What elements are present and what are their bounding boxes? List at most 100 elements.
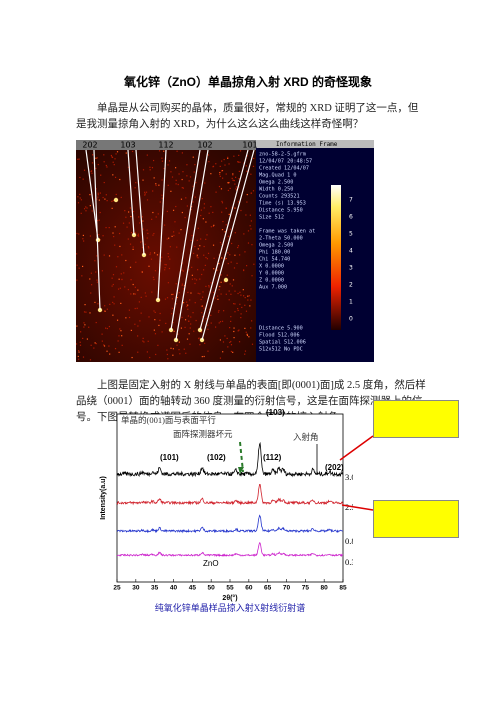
noise	[78, 350, 80, 352]
noise	[112, 232, 114, 234]
noise	[192, 185, 194, 187]
noise	[205, 285, 207, 288]
noise	[237, 161, 239, 163]
noise	[146, 351, 148, 353]
noise	[243, 233, 245, 235]
noise	[126, 226, 128, 228]
noise	[106, 350, 108, 352]
noise	[137, 335, 139, 337]
note-box	[373, 400, 459, 438]
noise	[206, 258, 208, 260]
noise	[84, 324, 86, 326]
noise	[230, 350, 233, 353]
noise	[117, 340, 119, 342]
detector-figure: Information Frame 202 103 112 102 101zno-58-…	[76, 140, 374, 362]
noise	[170, 171, 172, 173]
noise	[218, 262, 220, 265]
noise	[231, 285, 233, 287]
noise	[186, 301, 188, 303]
noise	[83, 169, 86, 171]
noise	[199, 245, 201, 247]
noise	[120, 330, 122, 332]
noise	[200, 214, 202, 217]
noise	[109, 353, 111, 355]
noise	[95, 321, 97, 324]
noise	[244, 327, 246, 329]
peak-label: (101)	[160, 453, 179, 462]
noise	[166, 297, 169, 299]
noise	[134, 293, 137, 295]
noise	[184, 216, 186, 219]
noise	[176, 150, 178, 152]
noise	[188, 320, 190, 322]
noise	[112, 200, 115, 202]
noise	[194, 278, 196, 280]
noise	[144, 193, 146, 195]
spot	[113, 197, 119, 203]
noise	[189, 327, 191, 329]
noise	[207, 328, 209, 330]
noise	[229, 326, 231, 329]
noise	[154, 333, 157, 335]
noise	[155, 353, 157, 356]
noise	[181, 269, 183, 271]
note-box	[373, 500, 459, 538]
noise	[161, 157, 163, 159]
noise	[158, 184, 160, 186]
noise	[163, 224, 166, 226]
noise	[125, 216, 127, 218]
noise	[194, 302, 196, 304]
title: 氧化锌（ZnO）单晶掠角入射 XRD 的奇怪现象	[124, 75, 372, 89]
noise	[163, 150, 165, 152]
noise	[178, 349, 180, 351]
arrow	[239, 441, 244, 473]
noise	[246, 170, 248, 172]
noise	[189, 299, 191, 301]
noise	[201, 198, 203, 200]
noise	[91, 284, 93, 286]
noise	[174, 221, 176, 223]
noise	[91, 172, 93, 174]
noise	[149, 253, 151, 256]
noise	[227, 189, 229, 192]
noise	[128, 316, 131, 319]
noise	[223, 281, 225, 283]
info-line: Time (s) 13.953	[259, 201, 306, 207]
noise	[165, 322, 167, 325]
info-line: 512x512 No PDC	[259, 347, 303, 353]
peak-label: 202	[82, 141, 97, 150]
noise	[169, 258, 171, 260]
noise	[218, 309, 220, 312]
noise	[232, 173, 234, 175]
scale-label: 5	[349, 231, 353, 238]
noise	[176, 246, 178, 248]
annotation: 面阵探测器坏元	[173, 429, 233, 439]
noise	[187, 304, 189, 306]
peak-label: 103	[120, 141, 135, 150]
peak-label: (103)	[266, 408, 285, 417]
info-panel	[256, 140, 374, 362]
noise	[153, 232, 155, 235]
noise	[225, 207, 227, 209]
noise	[221, 202, 224, 204]
noise	[181, 283, 184, 285]
noise	[160, 260, 162, 262]
noise	[151, 291, 153, 293]
noise	[246, 193, 248, 196]
noise	[145, 295, 147, 297]
noise	[159, 319, 161, 321]
noise	[178, 232, 180, 234]
noise	[148, 247, 150, 249]
noise	[91, 170, 93, 172]
noise	[176, 344, 178, 346]
noise	[221, 211, 223, 213]
noise	[221, 257, 223, 259]
info-line: Y 0.0000	[259, 271, 284, 277]
noise	[133, 293, 135, 295]
noise	[181, 187, 183, 189]
noise	[249, 214, 251, 216]
noise	[195, 279, 198, 281]
noise	[140, 312, 142, 314]
noise	[243, 269, 245, 272]
noise	[245, 214, 247, 216]
